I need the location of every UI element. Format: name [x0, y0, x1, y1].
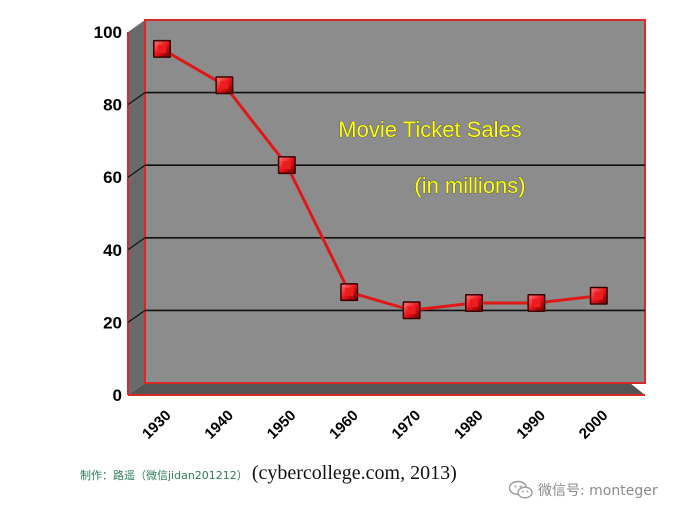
series-line-layer: [161, 47, 599, 312]
data-markers: [153, 39, 608, 320]
data-point: [465, 294, 483, 313]
data-point: [340, 283, 359, 302]
x-tick-label: 1940: [201, 407, 237, 443]
data-point: [589, 286, 608, 305]
chart-title: Movie Ticket Sales: [338, 117, 521, 142]
y-axis-ticks: 0 20 40 60 80 100: [94, 23, 122, 405]
plot-area: [144, 19, 646, 384]
maker-credit: 制作：路遥（微信jidan201212）: [80, 469, 248, 482]
data-point: [527, 294, 546, 313]
chart-subtitle: (in millions): [414, 173, 525, 198]
data-point: [153, 39, 171, 58]
x-tick-label: 1970: [389, 407, 425, 443]
gridlines: [127, 91, 645, 323]
gridline-wall: [127, 237, 146, 251]
y-tick-label: 80: [103, 96, 122, 115]
gridline-wall: [127, 92, 146, 106]
source-credit: (cybercollege.com, 2013): [251, 462, 457, 484]
x-tick-label: 1950: [264, 407, 300, 443]
data-point: [277, 156, 296, 175]
caption: 制作：路遥（微信jidan201212） (cybercollege.com, …: [80, 462, 457, 485]
chart-left-wall: [128, 20, 145, 395]
watermark: 微信号: monteger: [508, 480, 658, 500]
gridline-wall: [127, 164, 146, 178]
x-tick-label: 1990: [513, 407, 549, 443]
gridline-wall: [127, 309, 146, 323]
series-line: [161, 47, 599, 312]
x-tick-label: 1930: [139, 407, 175, 443]
chart-floor: [128, 383, 645, 395]
y-tick-label: 0: [113, 386, 122, 405]
data-point: [215, 76, 234, 95]
wechat-icon: [508, 480, 533, 499]
y-tick-label: 60: [103, 168, 122, 187]
data-point: [402, 301, 421, 320]
watermark-text: 微信号: monteger: [538, 483, 658, 499]
x-tick-label: 2000: [576, 407, 612, 443]
x-tick-label: 1980: [451, 407, 487, 443]
y-tick-label: 100: [94, 23, 122, 42]
x-axis-ticks: 1930 1940 1950 1960 1970 1980 1990 2000: [139, 407, 611, 443]
y-tick-label: 20: [103, 313, 122, 332]
y-tick-label: 40: [103, 241, 122, 260]
x-tick-label: 1960: [326, 407, 362, 443]
